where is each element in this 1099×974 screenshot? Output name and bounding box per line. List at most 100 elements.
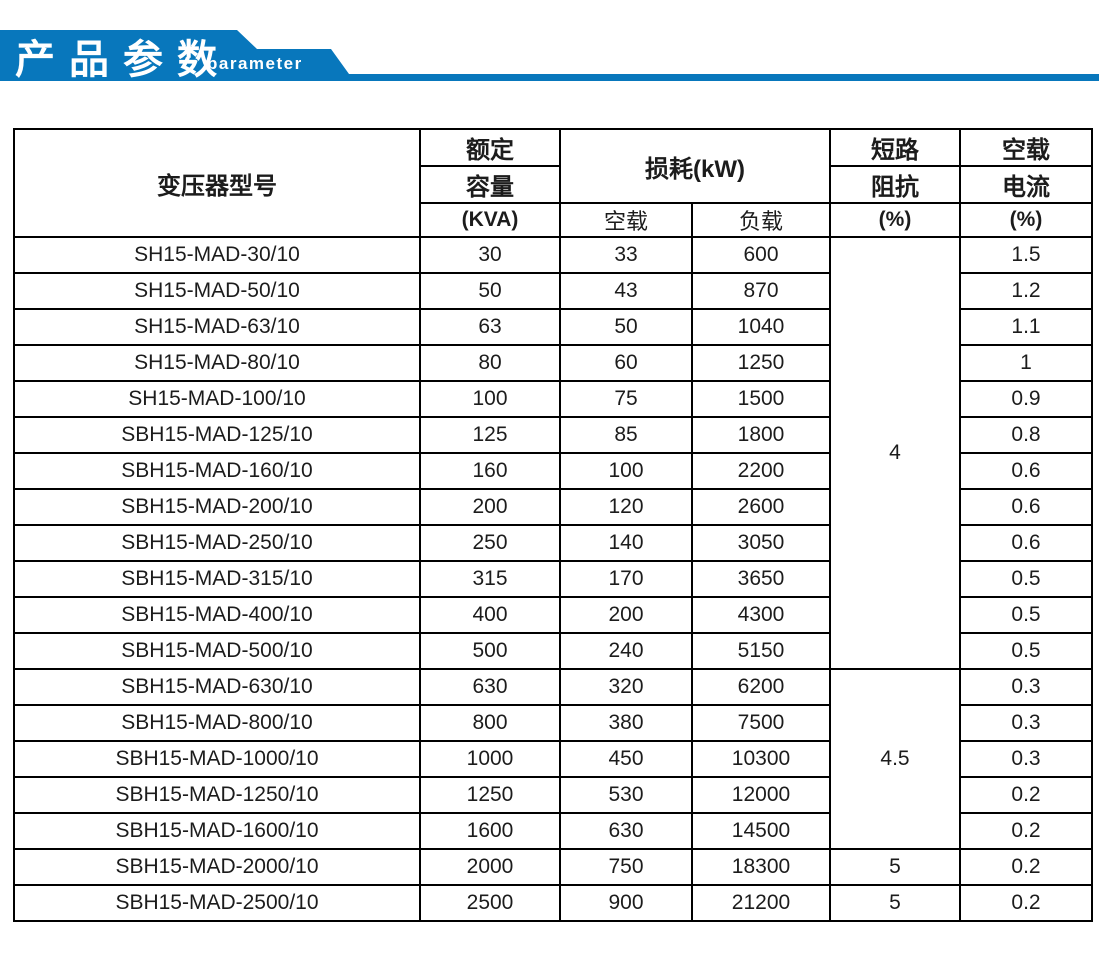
current-cell: 0.5	[959, 596, 1094, 634]
current-cell: 0.9	[959, 380, 1094, 418]
load-loss-cell: 21200	[690, 884, 832, 922]
current-cell: 1.1	[959, 308, 1094, 346]
noload-loss-cell: 320	[559, 668, 693, 706]
noload-loss-cell: 100	[559, 452, 693, 490]
current-cell: 0.2	[959, 848, 1094, 886]
kva-cell: 1000	[419, 740, 561, 778]
header-current-line1: 空载	[959, 128, 1094, 167]
model-cell: SBH15-MAD-1000/10	[13, 740, 421, 778]
model-cell: SBH15-MAD-200/10	[13, 488, 421, 526]
model-cell: SBH15-MAD-160/10	[13, 452, 421, 490]
model-cell: SBH15-MAD-315/10	[13, 560, 421, 598]
parameters-table-container: 变压器型号 额定 损耗(kW) 短路 空载 容量 阻抗 电流 (KVA) 空载 …	[13, 128, 1094, 922]
table-row: SH15-MAD-50/10 50 43 870 1.2	[13, 272, 1094, 310]
noload-loss-cell: 75	[559, 380, 693, 418]
noload-loss-cell: 750	[559, 848, 693, 886]
current-cell: 0.8	[959, 416, 1094, 454]
noload-loss-cell: 240	[559, 632, 693, 670]
parameters-table: 变压器型号 额定 损耗(kW) 短路 空载 容量 阻抗 电流 (KVA) 空载 …	[13, 128, 1094, 922]
noload-loss-cell: 33	[559, 236, 693, 274]
header-rated-line1: 额定	[419, 128, 561, 167]
header-impedance-line1: 短路	[829, 128, 962, 167]
load-loss-cell: 870	[690, 272, 832, 310]
table-row: SH15-MAD-30/10 30 33 600 4 1.5	[13, 236, 1094, 670]
current-cell: 0.2	[959, 812, 1094, 850]
table-row: SBH15-MAD-200/10 200 120 2600 0.6	[13, 488, 1094, 526]
model-cell: SH15-MAD-63/10	[13, 308, 421, 346]
table-row: SBH15-MAD-800/10 800 380 7500 0.3	[13, 704, 1094, 742]
kva-cell: 200	[419, 488, 561, 526]
model-cell: SBH15-MAD-1250/10	[13, 776, 421, 814]
header-loss: 损耗(kW)	[558, 128, 832, 204]
noload-loss-cell: 380	[559, 704, 693, 742]
table-row: SBH15-MAD-500/10 500 240 5150 0.5	[13, 632, 1094, 670]
model-cell: SBH15-MAD-400/10	[13, 596, 421, 634]
table-row: SBH15-MAD-1000/10 1000 450 10300 0.3	[13, 740, 1094, 778]
page-subtitle: parameter	[207, 54, 303, 73]
load-loss-cell: 1500	[690, 380, 832, 418]
table-row: SBH15-MAD-1250/10 1250 530 12000 0.2	[13, 776, 1094, 814]
header-rated-line2: 容量	[419, 165, 561, 204]
kva-cell: 250	[419, 524, 561, 562]
current-cell: 0.2	[959, 884, 1094, 922]
noload-loss-cell: 85	[559, 416, 693, 454]
load-loss-cell: 3050	[690, 524, 832, 562]
noload-loss-cell: 50	[559, 308, 693, 346]
section-banner: 产品参数 parameter	[0, 0, 1099, 82]
table-row: SBH15-MAD-1600/10 1600 630 14500 0.2	[13, 812, 1094, 850]
current-cell: 0.6	[959, 452, 1094, 490]
load-loss-cell: 4300	[690, 596, 832, 634]
load-loss-cell: 14500	[690, 812, 832, 850]
noload-loss-cell: 43	[559, 272, 693, 310]
impedance-cell: 4.5	[829, 668, 962, 850]
model-cell: SH15-MAD-100/10	[13, 380, 421, 418]
load-loss-cell: 1800	[690, 416, 832, 454]
model-cell: SBH15-MAD-250/10	[13, 524, 421, 562]
load-loss-cell: 18300	[690, 848, 832, 886]
kva-cell: 2500	[419, 884, 561, 922]
noload-loss-cell: 530	[559, 776, 693, 814]
header-loss-load: 负载	[690, 202, 832, 238]
noload-loss-cell: 170	[559, 560, 693, 598]
model-cell: SH15-MAD-50/10	[13, 272, 421, 310]
load-loss-cell: 600	[690, 236, 832, 274]
noload-loss-cell: 200	[559, 596, 693, 634]
model-cell: SBH15-MAD-125/10	[13, 416, 421, 454]
header-model: 变压器型号	[13, 128, 421, 238]
kva-cell: 50	[419, 272, 561, 310]
current-cell: 0.3	[959, 668, 1094, 706]
model-cell: SBH15-MAD-500/10	[13, 632, 421, 670]
kva-cell: 630	[419, 668, 561, 706]
table-row: SBH15-MAD-2000/10 2000 750 18300 5 0.2	[13, 848, 1094, 886]
model-cell: SBH15-MAD-630/10	[13, 668, 421, 706]
table-row: SBH15-MAD-630/10 630 320 6200 4.5 0.3	[13, 668, 1094, 850]
load-loss-cell: 5150	[690, 632, 832, 670]
current-cell: 0.6	[959, 488, 1094, 526]
current-cell: 0.5	[959, 560, 1094, 598]
table-row: SH15-MAD-80/10 80 60 1250 1	[13, 344, 1094, 382]
header-rated-unit: (KVA)	[419, 202, 561, 238]
header-impedance-unit: (%)	[829, 202, 962, 238]
load-loss-cell: 1040	[690, 308, 832, 346]
load-loss-cell: 3650	[690, 560, 832, 598]
kva-cell: 2000	[419, 848, 561, 886]
header-loss-noload: 空载	[559, 202, 693, 238]
kva-cell: 80	[419, 344, 561, 382]
current-cell: 0.2	[959, 776, 1094, 814]
noload-loss-cell: 900	[559, 884, 693, 922]
current-cell: 1.5	[959, 236, 1094, 274]
noload-loss-cell: 120	[559, 488, 693, 526]
current-cell: 0.6	[959, 524, 1094, 562]
load-loss-cell: 7500	[690, 704, 832, 742]
noload-loss-cell: 450	[559, 740, 693, 778]
kva-cell: 315	[419, 560, 561, 598]
load-loss-cell: 1250	[690, 344, 832, 382]
model-cell: SBH15-MAD-800/10	[13, 704, 421, 742]
table-row: SH15-MAD-100/10 100 75 1500 0.9	[13, 380, 1094, 418]
model-cell: SH15-MAD-30/10	[13, 236, 421, 274]
load-loss-cell: 6200	[690, 668, 832, 706]
impedance-cell: 5	[829, 848, 962, 886]
current-cell: 0.3	[959, 740, 1094, 778]
model-cell: SBH15-MAD-2000/10	[13, 848, 421, 886]
kva-cell: 125	[419, 416, 561, 454]
